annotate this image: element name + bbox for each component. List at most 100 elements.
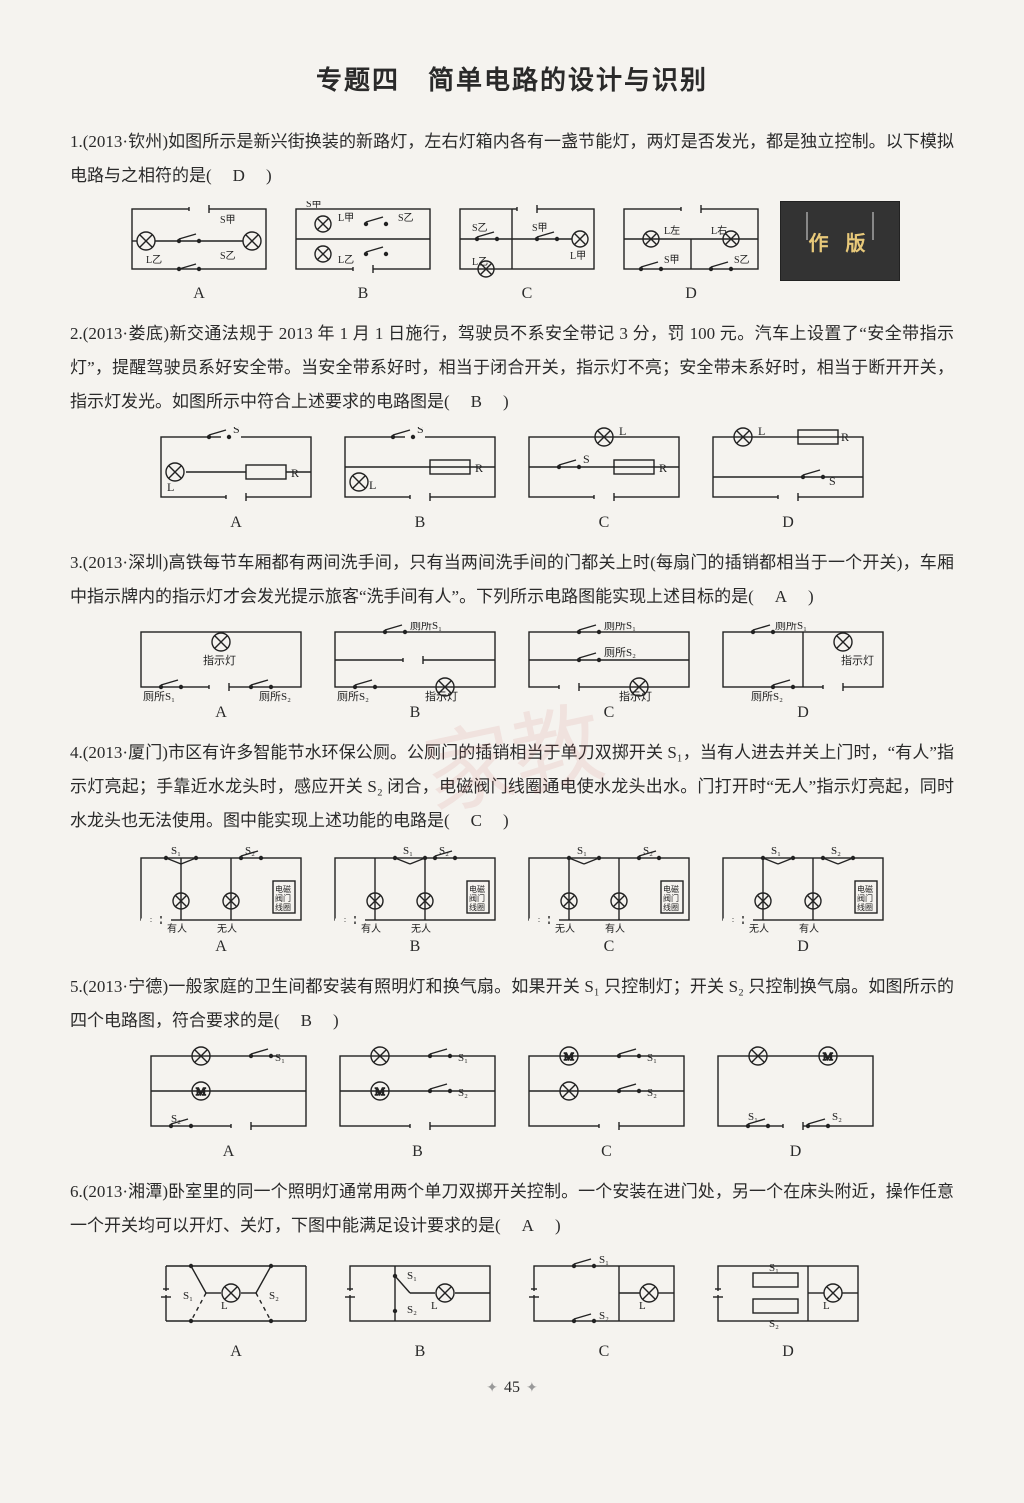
option-A: S L R A <box>151 427 321 532</box>
q-answer: B <box>467 385 486 419</box>
q-tail: ) <box>538 1216 561 1235</box>
svg-text:R: R <box>841 430 849 444</box>
option-label: A <box>215 938 227 956</box>
svg-text:S₁: S₁ <box>647 1052 657 1064</box>
svg-text:S₁: S₁ <box>407 1270 417 1282</box>
option-label: C <box>599 514 610 532</box>
option-C: S₁ S₂ L C <box>519 1251 689 1361</box>
q-number: 3. <box>70 553 83 572</box>
option-row: S甲 S乙 L乙 A <box>70 201 954 303</box>
svg-text:L: L <box>431 1300 438 1312</box>
option-B: 厕所S₁ 厕所S₂ 指示灯 B <box>325 622 505 722</box>
svg-text:S₁: S₁ <box>171 846 181 857</box>
option-C: M S₁ S₂ C <box>519 1046 694 1161</box>
svg-text:S甲: S甲 <box>664 255 680 266</box>
option-label: C <box>522 285 533 303</box>
svg-text:线圈: 线圈 <box>275 902 291 912</box>
q-body: 如图所示是新兴街换装的新路灯，左右灯箱内各有一盏节能灯，两灯是否发光，都是独立控… <box>70 132 954 185</box>
option-label: A <box>215 704 227 722</box>
option-A: S₁ S₂ L A <box>151 1251 321 1361</box>
option-label: B <box>358 285 369 303</box>
question-2: 2.(2013·娄底)新交通法规于 2013 年 1 月 1 日施行，驾驶员不系… <box>70 317 954 532</box>
circuit-icon: 厕所S₁ 指示灯 厕所S₂ <box>713 622 893 702</box>
option-B: S L R B <box>335 427 505 532</box>
q-tail: ) <box>249 166 272 185</box>
svg-text:L: L <box>619 427 626 438</box>
q-number: 4. <box>70 743 83 762</box>
svg-text:S乙: S乙 <box>472 222 488 234</box>
option-D: L R S D <box>703 427 873 532</box>
option-label: B <box>415 514 426 532</box>
circuit-icon: M S₁ S₂ <box>141 1046 316 1141</box>
svg-text:S: S <box>583 452 590 466</box>
q-number: 2. <box>70 324 83 343</box>
circuit-icon: S₁ S₂ 有人 无人 电磁 阀门 线圈 <box>325 846 505 936</box>
svg-text:S₂: S₂ <box>643 846 653 857</box>
svg-text:S₁: S₁ <box>403 846 413 857</box>
svg-text:S乙: S乙 <box>734 254 750 266</box>
option-label: C <box>601 1143 612 1161</box>
q-number: 5. <box>70 977 83 996</box>
q-answer: A <box>518 1209 538 1243</box>
svg-text:指示灯: 指示灯 <box>841 653 874 667</box>
option-label: A <box>223 1143 235 1161</box>
svg-text:L: L <box>167 480 174 494</box>
svg-text:阀门: 阀门 <box>857 893 873 903</box>
option-B: S₁ S₂ L B <box>335 1251 505 1361</box>
svg-text:线圈: 线圈 <box>663 902 679 912</box>
svg-text:M: M <box>823 1051 833 1063</box>
svg-text:L: L <box>639 1300 646 1312</box>
svg-text:阀门: 阀门 <box>469 893 485 903</box>
svg-text:S₂: S₂ <box>439 846 449 857</box>
svg-text:M: M <box>564 1051 574 1063</box>
option-label: D <box>782 1343 794 1361</box>
svg-text:电磁: 电磁 <box>469 884 485 894</box>
question-3: 3.(2013·深圳)高铁每节车厢都有两间洗手间，只有当两间洗手间的门都关上时(… <box>70 546 954 722</box>
question-text: 4.(2013·厦门)市区有许多智能节水环保公厕。公厕门的插销相当于单刀双掷开关… <box>70 736 954 838</box>
option-label: C <box>599 1343 610 1361</box>
svg-text:阀门: 阀门 <box>663 893 679 903</box>
svg-text:有人: 有人 <box>799 922 819 935</box>
svg-text:S₁: S₁ <box>748 1111 758 1123</box>
question-5: 5.(2013·宁德)一般家庭的卫生间都安装有照明灯和换气扇。如果开关 S₁ 只… <box>70 970 954 1161</box>
svg-text:无人: 无人 <box>217 923 237 935</box>
circuit-icon: S₁ S₂ L <box>519 1251 689 1341</box>
circuit-icon: S₁ S₂ 无人 有人 电磁 阀门 线圈 <box>713 846 893 936</box>
option-D: L左 L右 S甲 S乙 D <box>616 201 766 303</box>
option-B: S₁ S₂ 有人 无人 电磁 阀门 线圈 B <box>325 846 505 956</box>
svg-text:S₂: S₂ <box>769 1318 779 1330</box>
svg-text:厕所S₂: 厕所S₂ <box>259 690 291 702</box>
svg-text:L右: L右 <box>711 224 727 237</box>
svg-text:L乙: L乙 <box>146 254 162 266</box>
circuit-icon: S₁ S₂ L <box>335 1251 505 1341</box>
svg-text:线圈: 线圈 <box>857 902 873 912</box>
circuit-icon: M S₁ S₂ <box>708 1046 883 1141</box>
svg-text:电磁: 电磁 <box>275 884 291 894</box>
svg-text:S乙: S乙 <box>398 212 414 224</box>
option-label: D <box>790 1143 802 1161</box>
q-source: (2013·钦州) <box>83 132 168 151</box>
question-text: 6.(2013·湘潭)卧室里的同一个照明灯通常用两个单刀双掷开关控制。一个安装在… <box>70 1175 954 1243</box>
svg-text:无人: 无人 <box>749 923 769 935</box>
svg-text:阀门: 阀门 <box>275 893 291 903</box>
svg-text:厕所S₁: 厕所S₁ <box>143 690 175 702</box>
worksheet-page: 家教 专题四 简单电路的设计与识别 1.(2013·钦州)如图所示是新兴街换装的… <box>0 0 1024 1503</box>
svg-text:有人: 有人 <box>361 922 381 935</box>
circuit-icon: S₁ S₂ L <box>703 1251 873 1341</box>
q-tail: ) <box>486 392 509 411</box>
option-A: 指示灯 厕所S₁ 厕所S₂ A <box>131 622 311 722</box>
q-source: (2013·湘潭) <box>83 1182 168 1201</box>
option-D: S₁ S₂ 无人 有人 电磁 阀门 线圈 D <box>713 846 893 956</box>
question-text: 5.(2013·宁德)一般家庭的卫生间都安装有照明灯和换气扇。如果开关 S₁ 只… <box>70 970 954 1038</box>
svg-text:厕所S₂: 厕所S₂ <box>604 646 636 659</box>
svg-text:S₂: S₂ <box>599 1310 609 1322</box>
option-D: M S₁ S₂ D <box>708 1046 883 1161</box>
svg-text:L乙: L乙 <box>472 256 488 268</box>
question-text: 3.(2013·深圳)高铁每节车厢都有两间洗手间，只有当两间洗手间的门都关上时(… <box>70 546 954 614</box>
q-source: (2013·宁德) <box>83 977 168 996</box>
photo-thumb: 作 版 <box>780 201 900 281</box>
q-body: 新交通法规于 2013 年 1 月 1 日施行，驾驶员不系安全带记 3 分，罚 … <box>70 324 954 411</box>
svg-text:厕所S₁: 厕所S₁ <box>775 622 807 632</box>
q-answer: B <box>297 1004 316 1038</box>
svg-text:L左: L左 <box>664 224 680 237</box>
